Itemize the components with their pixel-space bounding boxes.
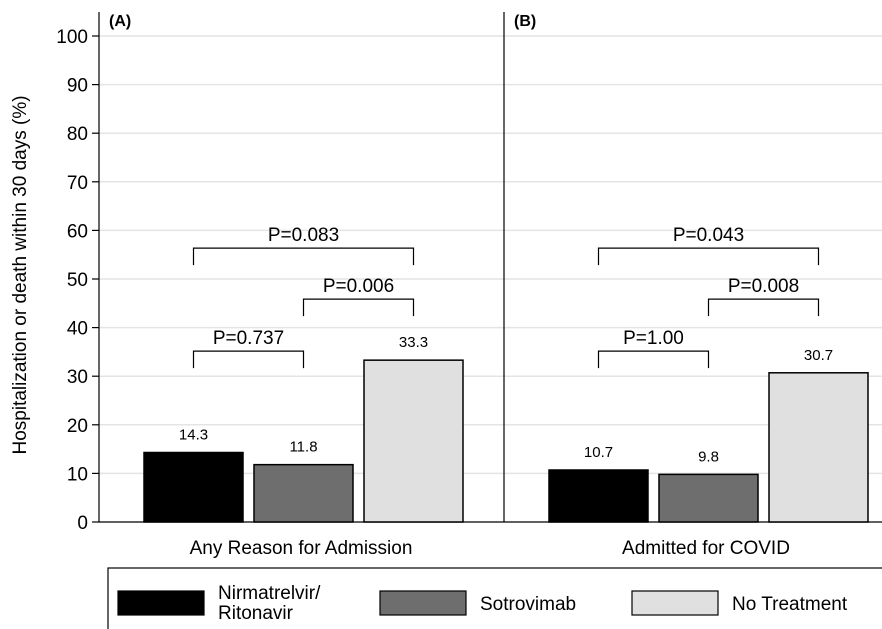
bar (548, 469, 649, 523)
y-tick-label: 50 (67, 270, 88, 291)
bar (658, 473, 759, 523)
y-tick-label: 30 (67, 367, 88, 388)
p-value-label: P=0.737 (213, 328, 284, 349)
panel-label: (A) (109, 13, 131, 30)
legend-label: Sotrovimab (480, 594, 576, 615)
labels: (A) 14.3 11.8 33.3 P=0.737 P=0.006 P=0.083 Any … (109, 13, 833, 559)
bar (253, 463, 354, 523)
x-category-label: Admitted for COVID (622, 538, 790, 559)
legend: Nirmatrelvir/Ritonavir Sotrovimab No Treat… (107, 567, 882, 629)
comparison-bracket (192, 350, 305, 369)
gridlines (99, 35, 882, 475)
data-label: 14.3 (179, 427, 208, 444)
y-tick-label: 20 (67, 416, 88, 437)
p-value-label: P=0.083 (268, 225, 339, 246)
y-tick-label: 100 (56, 27, 88, 48)
data-label: 11.8 (289, 439, 317, 456)
y-tick-label: 40 (67, 319, 88, 340)
legend-box (107, 567, 882, 629)
bar (768, 372, 869, 523)
legend-swatch (117, 590, 205, 616)
comparison-bracket (707, 298, 820, 317)
y-tick-label: 90 (67, 76, 88, 97)
comparison-bracket (597, 247, 820, 266)
comparison-bracket (597, 350, 710, 369)
y-tick-label: 80 (67, 124, 88, 145)
legend-swatch (631, 590, 719, 616)
bar (363, 359, 464, 523)
y-tick-label: 0 (77, 513, 88, 534)
panel-label: (B) (514, 13, 536, 30)
y-tick-label: 10 (67, 464, 88, 485)
p-value-label: P=0.008 (728, 276, 799, 297)
y-tick-label: 60 (67, 221, 88, 242)
legend-label: Ritonavir (218, 603, 294, 624)
p-value-label: P=0.006 (323, 276, 394, 297)
legend-swatch (379, 590, 467, 616)
legend-label: Nirmatrelvir/ (218, 583, 321, 604)
comparison-bracket (302, 298, 415, 317)
data-label: 30.7 (804, 347, 833, 364)
p-value-label: P=0.043 (673, 225, 744, 246)
p-value-label: P=1.00 (623, 328, 684, 349)
legend-label: No Treatment (732, 594, 848, 615)
data-label: 10.7 (584, 444, 613, 461)
x-category-label: Any Reason for Admission (190, 538, 413, 559)
comparison-bracket (192, 247, 415, 266)
bars (143, 359, 869, 523)
y-axis-label: Hospitalization or death within 30 days … (10, 95, 31, 454)
bar (143, 451, 244, 523)
data-label: 9.8 (698, 448, 719, 465)
data-label: 33.3 (399, 334, 428, 351)
y-tick-label: 70 (67, 173, 88, 194)
